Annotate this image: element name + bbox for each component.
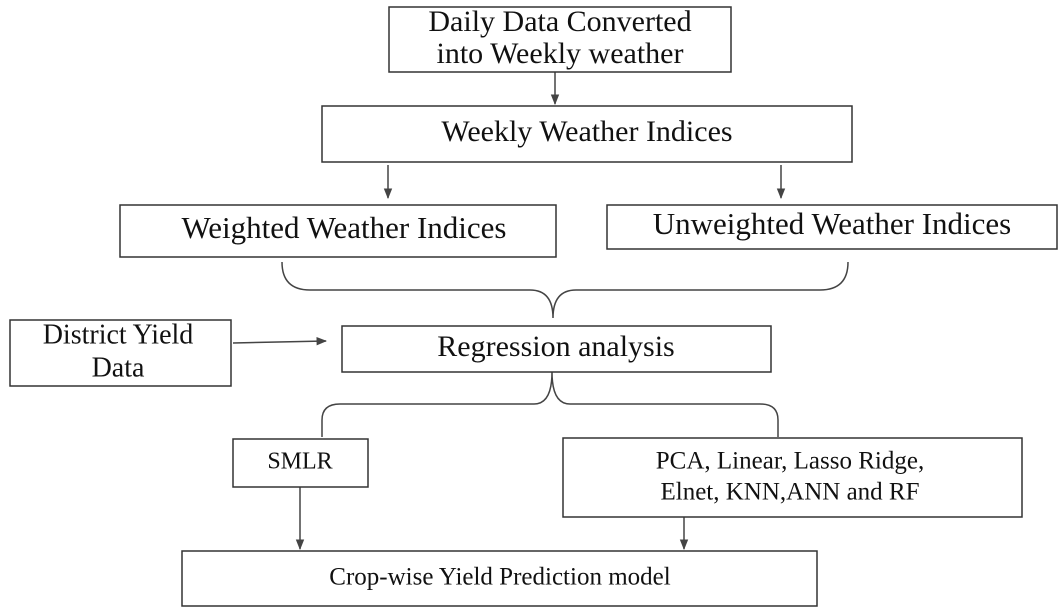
node-box (341, 325, 772, 373)
node-label: Data (92, 352, 145, 383)
node-label: SMLR (267, 449, 332, 475)
node-label: Weekly Weather Indices (441, 115, 732, 148)
node-box (606, 204, 1058, 250)
node-box (181, 550, 818, 607)
node-label: District Yield (43, 319, 194, 350)
node-box (9, 319, 232, 387)
node-label: Daily Data Converted (428, 5, 691, 38)
node-label: Crop-wise Yield Prediction model (329, 564, 670, 591)
node-box (562, 437, 1023, 518)
node-label: Regression analysis (437, 330, 674, 363)
node-box (321, 105, 853, 163)
node-box (388, 6, 732, 73)
node-box (232, 438, 369, 488)
brace (321, 371, 779, 437)
node-label: PCA, Linear, Lasso Ridge, (656, 448, 924, 475)
brace (281, 261, 849, 319)
node-label: Unweighted Weather Indices (653, 206, 1011, 241)
node-label: Weighted Weather Indices (182, 210, 507, 245)
arrow (232, 337, 328, 346)
node-label: Elnet, KNN,ANN and RF (660, 479, 919, 506)
node-box (119, 204, 557, 258)
node-label: into Weekly weather (437, 37, 684, 70)
